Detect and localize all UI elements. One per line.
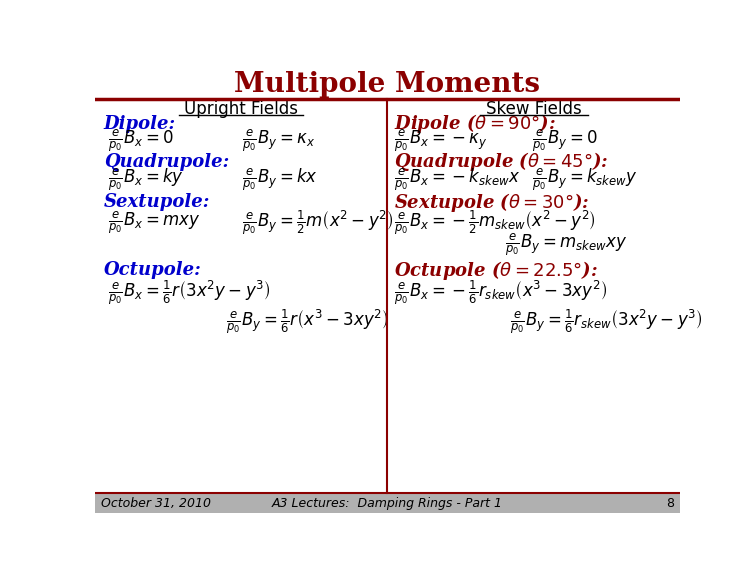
Text: Sextupole:: Sextupole: <box>104 194 210 211</box>
Text: Octupole:: Octupole: <box>104 261 202 279</box>
Text: Octupole ($\theta = 22.5°$):: Octupole ($\theta = 22.5°$): <box>394 259 598 282</box>
Text: $\frac{e}{p_0} B_y = 0$: $\frac{e}{p_0} B_y = 0$ <box>532 127 598 154</box>
Text: Multipole Moments: Multipole Moments <box>234 71 541 98</box>
Text: $\frac{e}{p_0} B_x = 0$: $\frac{e}{p_0} B_x = 0$ <box>108 127 174 154</box>
Text: Upright Fields: Upright Fields <box>184 100 298 118</box>
Text: Quadrupole:: Quadrupole: <box>104 153 229 170</box>
Text: $\frac{e}{p_0} B_y = \frac{1}{6}r_{skew}\left(3x^2y - y^3\right)$: $\frac{e}{p_0} B_y = \frac{1}{6}r_{skew}… <box>510 308 702 336</box>
Text: Sextupole ($\theta = 30°$):: Sextupole ($\theta = 30°$): <box>394 191 589 214</box>
Text: $\frac{e}{p_0} B_y = \frac{1}{6}r\left(x^3 - 3xy^2\right)$: $\frac{e}{p_0} B_y = \frac{1}{6}r\left(x… <box>226 308 389 336</box>
Text: $\frac{e}{p_0} B_y = k_{skew} y$: $\frac{e}{p_0} B_y = k_{skew} y$ <box>532 167 638 193</box>
Text: $\frac{e}{p_0} B_y = kx$: $\frac{e}{p_0} B_y = kx$ <box>242 167 318 193</box>
FancyBboxPatch shape <box>94 494 680 513</box>
Text: $\frac{e}{p_0} B_x = -\frac{1}{2}m_{skew}\left(x^2 - y^2\right)$: $\frac{e}{p_0} B_x = -\frac{1}{2}m_{skew… <box>394 208 596 237</box>
Text: $\frac{e}{p_0} B_x = \frac{1}{6}r\left(3x^2y - y^3\right)$: $\frac{e}{p_0} B_x = \frac{1}{6}r\left(3… <box>108 279 271 308</box>
Text: 8: 8 <box>666 497 674 510</box>
Text: Skew Fields: Skew Fields <box>486 100 582 118</box>
Text: $\frac{e}{p_0} B_x = mxy$: $\frac{e}{p_0} B_x = mxy$ <box>108 209 201 236</box>
Text: Dipole ($\theta = 90°$):: Dipole ($\theta = 90°$): <box>394 112 556 135</box>
Text: $\frac{e}{p_0} B_x = -\kappa_y$: $\frac{e}{p_0} B_x = -\kappa_y$ <box>394 127 487 154</box>
Text: $\frac{e}{p_0} B_y = \kappa_x$: $\frac{e}{p_0} B_y = \kappa_x$ <box>242 127 314 154</box>
Text: $\frac{e}{p_0} B_y = m_{skew} xy$: $\frac{e}{p_0} B_y = m_{skew} xy$ <box>505 232 627 258</box>
Text: $\frac{e}{p_0} B_y = \frac{1}{2}m\left(x^2 - y^2\right)$: $\frac{e}{p_0} B_y = \frac{1}{2}m\left(x… <box>242 208 393 237</box>
Text: A3 Lectures:  Damping Rings - Part 1: A3 Lectures: Damping Rings - Part 1 <box>272 497 503 510</box>
Text: $\frac{e}{p_0} B_x = ky$: $\frac{e}{p_0} B_x = ky$ <box>108 167 184 193</box>
Text: October 31, 2010: October 31, 2010 <box>101 497 211 510</box>
Text: Dipole:: Dipole: <box>104 115 176 133</box>
Text: $\frac{e}{p_0} B_x = -\frac{1}{6}r_{skew}\left(x^3 - 3xy^2\right)$: $\frac{e}{p_0} B_x = -\frac{1}{6}r_{skew… <box>394 279 606 308</box>
Text: $\frac{e}{p_0} B_x = -k_{skew} x$: $\frac{e}{p_0} B_x = -k_{skew} x$ <box>394 167 520 193</box>
Text: Quadrupole ($\theta = 45°$):: Quadrupole ($\theta = 45°$): <box>394 150 608 173</box>
